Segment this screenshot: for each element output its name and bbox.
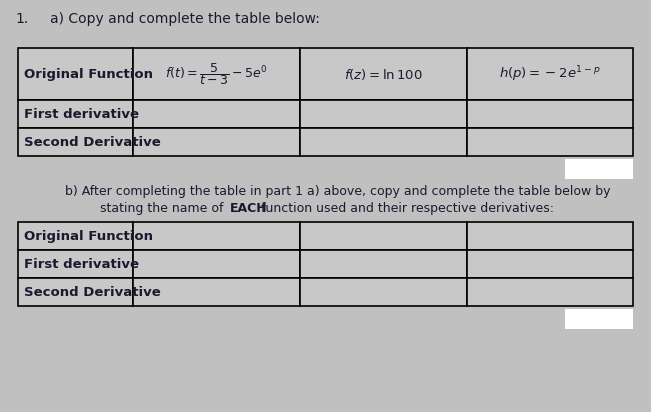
Bar — [300, 48, 467, 100]
Bar — [133, 250, 300, 278]
Bar — [133, 128, 300, 156]
Bar — [18, 128, 133, 156]
Text: stating the name of: stating the name of — [100, 202, 227, 215]
Text: Second Derivative: Second Derivative — [24, 136, 161, 148]
Bar — [300, 250, 467, 278]
Bar — [133, 222, 300, 250]
Text: a) Copy and complete the table below:: a) Copy and complete the table below: — [50, 12, 320, 26]
Text: $f(z) = \ln 100$: $f(z) = \ln 100$ — [344, 66, 423, 82]
Bar — [133, 100, 300, 128]
Bar — [133, 48, 300, 100]
Text: Second Derivative: Second Derivative — [24, 286, 161, 299]
Text: function used and their respective derivatives:: function used and their respective deriv… — [257, 202, 554, 215]
Text: b) After completing the table in part 1 a) above, copy and complete the table be: b) After completing the table in part 1 … — [65, 185, 611, 198]
Bar — [18, 250, 133, 278]
Bar — [18, 100, 133, 128]
Bar — [467, 128, 633, 156]
Bar — [300, 128, 467, 156]
Bar — [18, 278, 133, 306]
Bar — [467, 222, 633, 250]
Text: EACH: EACH — [230, 202, 268, 215]
Bar — [300, 100, 467, 128]
Bar — [133, 278, 300, 306]
Text: Original Function: Original Function — [24, 229, 153, 243]
Bar — [565, 309, 633, 329]
Text: First derivative: First derivative — [24, 258, 139, 271]
Bar — [467, 250, 633, 278]
Text: $h(p) = -2e^{1-p}$: $h(p) = -2e^{1-p}$ — [499, 64, 601, 84]
Bar — [18, 222, 133, 250]
Bar — [300, 222, 467, 250]
Bar — [18, 48, 133, 100]
Bar — [467, 48, 633, 100]
Bar — [565, 159, 633, 179]
Text: 1.: 1. — [15, 12, 28, 26]
Text: First derivative: First derivative — [24, 108, 139, 120]
Bar — [467, 278, 633, 306]
Bar — [300, 278, 467, 306]
Bar — [467, 100, 633, 128]
Text: Original Function: Original Function — [24, 68, 153, 80]
Text: $f(t) = \dfrac{5}{t-3} - 5e^{0}$: $f(t) = \dfrac{5}{t-3} - 5e^{0}$ — [165, 61, 268, 87]
